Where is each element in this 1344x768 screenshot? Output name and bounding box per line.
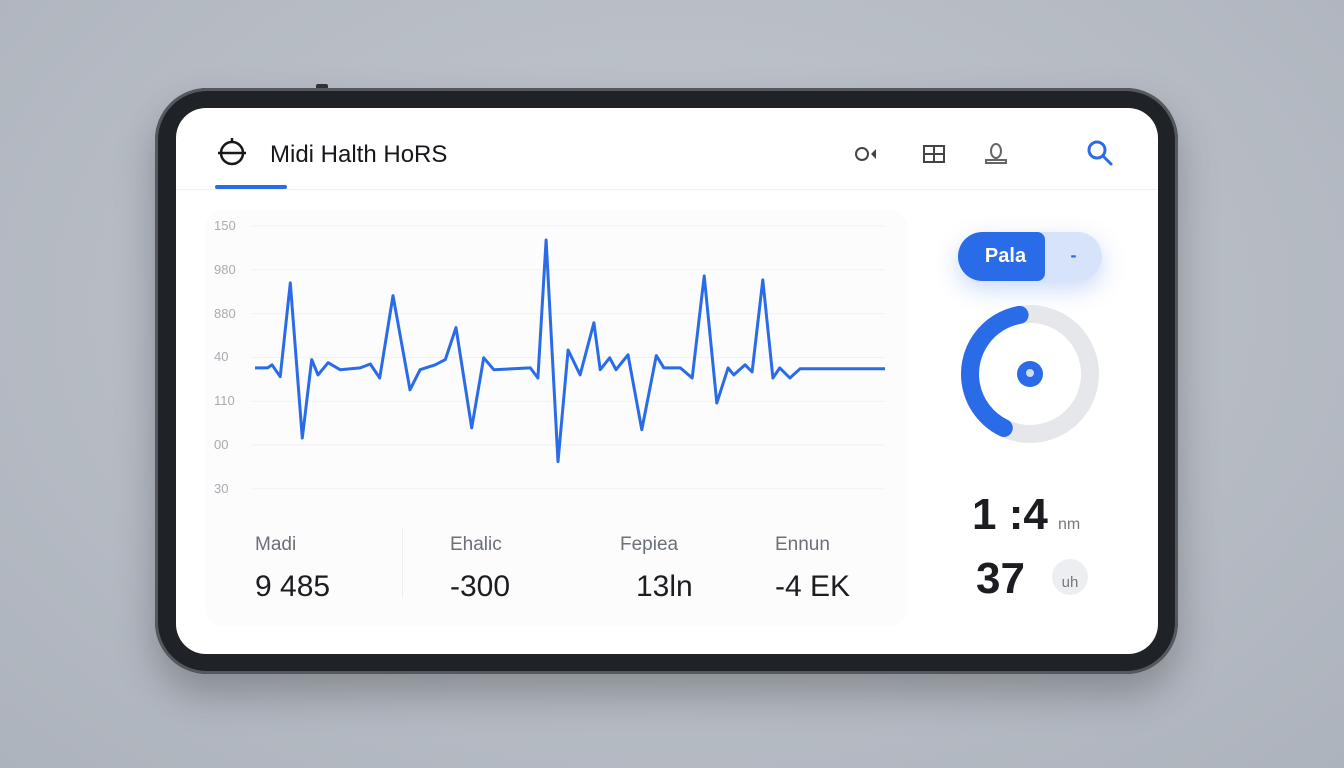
mode-toggle[interactable]: Pala - — [958, 232, 1102, 281]
stat-value: -300 — [450, 570, 511, 603]
y-tick-label: 30 — [214, 480, 229, 496]
y-tick-label: 110 — [214, 393, 235, 409]
stat-value: 9 485 — [255, 570, 331, 603]
stat-label: Madi — [255, 534, 297, 555]
user-icon[interactable] — [984, 142, 1008, 166]
screen: Midi Halth HoRS 150 980 880 40 110 00 30 Madi 9… — [176, 108, 1158, 654]
header: Midi Halth HoRS — [176, 108, 1158, 190]
stat-label: Ennun — [775, 534, 830, 555]
metric-2-value: 37 — [976, 554, 1025, 603]
mode-toggle-option[interactable]: - — [1070, 245, 1077, 265]
record-toggle-icon[interactable] — [854, 142, 878, 166]
ring-center-highlight — [1026, 369, 1034, 377]
y-tick-label: 00 — [214, 437, 229, 452]
grid-icon[interactable] — [922, 142, 946, 166]
power-button — [316, 84, 328, 89]
y-tick-label: 150 — [214, 218, 236, 233]
app-title: Midi Halth HoRS — [270, 141, 448, 168]
y-tick-label: 40 — [214, 349, 229, 365]
search-icon[interactable] — [1086, 139, 1114, 167]
progress-ring-fill — [961, 305, 1099, 443]
stat-value: 13ln — [636, 570, 693, 603]
logo-icon — [218, 138, 246, 166]
y-tick-label: 980 — [214, 261, 236, 277]
stat-label: Ehalic — [450, 534, 502, 555]
metric-2-unit: uh — [1052, 559, 1088, 595]
metric-1-value: 1 :4 — [972, 490, 1048, 539]
stat-label: Fepiea — [620, 534, 679, 555]
ecg-chart — [251, 225, 885, 490]
metric-1-unit: nm — [1058, 516, 1081, 533]
ecg-line — [255, 238, 885, 464]
y-tick-label: 880 — [214, 305, 236, 321]
mode-toggle-active[interactable]: Pala — [958, 232, 1045, 281]
active-tab-indicator — [215, 185, 287, 189]
stat-divider — [402, 528, 403, 598]
stat-value: -4 EK — [775, 570, 851, 603]
progress-ring — [961, 305, 1099, 443]
